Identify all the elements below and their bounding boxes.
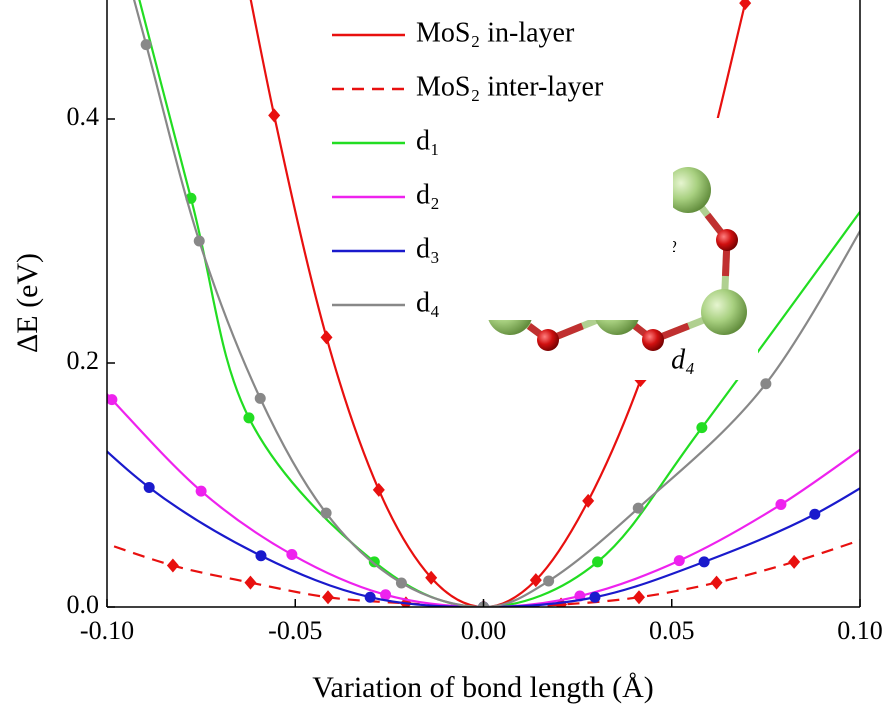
data-point	[395, 577, 407, 589]
data-point	[632, 502, 644, 514]
x-tick-label: 0.00	[461, 616, 507, 645]
data-point	[34, 382, 45, 393]
data-point	[710, 575, 723, 590]
data-point	[760, 378, 772, 390]
x-tick-label: 0.10	[837, 616, 883, 645]
data-point	[254, 392, 266, 404]
data-point	[543, 575, 555, 587]
mo-atom	[665, 167, 711, 213]
data-point	[368, 556, 380, 568]
data-point	[140, 39, 152, 51]
data-point	[320, 330, 333, 345]
legend-label: MoS₂ inter-layer	[416, 71, 604, 102]
y-axis-label: ΔE (eV)	[11, 253, 44, 353]
data-point	[739, 0, 752, 11]
data-point	[243, 412, 255, 424]
data-point	[809, 508, 821, 520]
data-point	[425, 570, 438, 585]
legend-label: d₄	[416, 287, 440, 318]
data-point	[589, 591, 601, 603]
data-point	[244, 575, 257, 590]
data-point	[696, 422, 708, 434]
data-point	[788, 554, 801, 569]
data-point	[380, 589, 392, 601]
inset-label: d₄	[671, 344, 695, 375]
series-line	[107, 450, 860, 607]
data-point	[286, 549, 298, 561]
data-point	[775, 499, 787, 511]
series-line	[107, 392, 860, 607]
data-point	[268, 108, 281, 123]
data-point	[873, 193, 884, 204]
series-line	[107, 539, 860, 607]
axes: -0.10 -0.05 0.00 0.05 0.10 0.0 0.2 0.4	[67, 0, 883, 645]
data-point	[143, 481, 155, 493]
legend-label: d₃	[416, 233, 440, 264]
y-tick-label: 0.2	[67, 346, 100, 375]
data-point	[89, 533, 101, 547]
data-point	[322, 590, 335, 605]
legend-background	[328, 8, 673, 320]
x-tick-label: 0.05	[649, 616, 695, 645]
data-point	[193, 235, 205, 247]
legend-label: MoS₂ in-layer	[416, 17, 575, 48]
data-point	[255, 550, 267, 562]
s-atom	[642, 329, 664, 351]
data-point	[698, 556, 710, 568]
data-point	[529, 573, 542, 588]
y-tick-label: 0.0	[67, 590, 100, 619]
legend-label: d₂	[416, 179, 440, 210]
data-point	[592, 556, 604, 568]
legend-label: d₁	[416, 125, 440, 156]
data-point	[582, 493, 595, 508]
s-atom	[716, 229, 738, 251]
data-point	[866, 529, 878, 543]
data-point	[320, 507, 332, 519]
s-atom	[537, 329, 559, 351]
x-tick-label: -0.10	[80, 616, 134, 645]
data-point	[166, 558, 179, 573]
mo-atom	[701, 289, 747, 335]
legend: MoS₂ in-layer MoS₂ inter-layer d₁ d₂ d₃ d₄	[328, 8, 673, 320]
series-line	[132, 0, 860, 607]
data-point	[673, 555, 685, 567]
data-point	[873, 431, 884, 442]
data-point	[873, 181, 884, 192]
x-tick-label: -0.05	[268, 616, 322, 645]
y-tick-label: 0.4	[67, 102, 100, 131]
x-axis-label: Variation of bond length (Å)	[312, 671, 654, 704]
data-point	[632, 590, 645, 605]
data-point	[372, 482, 385, 497]
data-point	[195, 485, 207, 497]
data-point	[107, 394, 118, 406]
data-point	[364, 591, 376, 603]
